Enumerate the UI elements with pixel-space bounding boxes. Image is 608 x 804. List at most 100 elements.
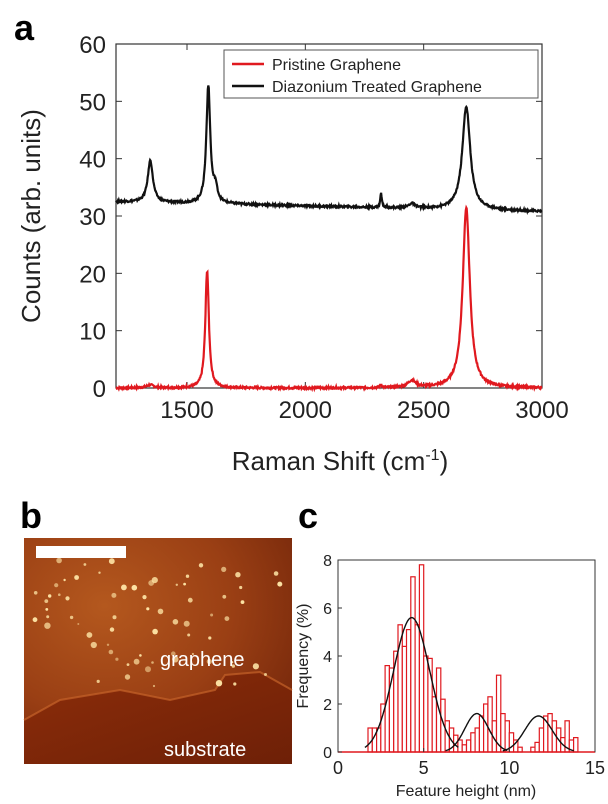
afm-feature	[96, 679, 100, 684]
axis-ticks-a: 1500 2000 2500 3000 0 10 20 30 40 50 60	[79, 32, 568, 424]
afm-feature	[187, 597, 193, 603]
x-axis-label-a-sup: -1	[425, 447, 439, 464]
afm-feature	[83, 563, 87, 566]
afm-feature	[133, 658, 140, 665]
series-lines-a	[115, 85, 543, 393]
afm-feature	[151, 661, 154, 664]
afm-feature	[171, 651, 176, 656]
series-line-pristine	[115, 204, 543, 393]
afm-feature	[157, 608, 164, 615]
afm-feature	[131, 584, 138, 591]
histogram-bar	[465, 739, 472, 753]
afm-feature	[32, 617, 38, 623]
afm-feature	[172, 619, 179, 625]
legend-a: Pristine Graphene Diazonium Treated Grap…	[223, 49, 539, 99]
afm-feature	[139, 654, 142, 657]
afm-feature	[198, 563, 204, 568]
afm-feature	[252, 663, 259, 670]
afm-feature	[224, 616, 230, 621]
histogram-bar	[572, 736, 579, 753]
afm-feature	[108, 649, 114, 655]
afm-feature	[277, 581, 283, 587]
afm-feature	[235, 572, 241, 578]
afm-feature	[33, 591, 38, 595]
x-tick-label-c: 15	[585, 758, 605, 778]
afm-feature	[264, 673, 267, 676]
afm-feature	[231, 664, 235, 668]
afm-feature	[44, 599, 49, 603]
afm-feature	[172, 656, 179, 663]
afm-feature	[152, 684, 156, 688]
histogram-bar	[414, 624, 421, 753]
afm-feature	[126, 663, 130, 666]
afm-feature	[215, 680, 223, 687]
histogram-bar	[534, 741, 540, 753]
histogram-bar	[405, 628, 412, 753]
x-axis-label-a-close: )	[440, 446, 449, 476]
histogram-bar	[538, 727, 545, 753]
afm-feature	[142, 595, 147, 600]
afm-label-graphene: graphene	[160, 649, 245, 671]
afm-feature	[240, 600, 245, 604]
y-tick-label-a: 10	[79, 319, 106, 346]
afm-feature	[44, 622, 51, 629]
afm-feature	[222, 594, 227, 599]
afm-edge	[23, 670, 293, 721]
afm-feature	[152, 628, 158, 635]
afm-feature	[108, 558, 115, 565]
x-tick-label-a: 1500	[160, 397, 213, 424]
afm-feature	[111, 592, 117, 598]
afm-feature	[191, 652, 194, 656]
y-tick-label-a: 50	[79, 89, 106, 116]
x-tick-label-a: 2500	[397, 397, 450, 424]
histogram-bar	[431, 696, 438, 753]
y-tick-label-c: 6	[323, 601, 332, 618]
y-tick-label-a: 60	[79, 32, 106, 59]
afm-feature	[239, 585, 243, 590]
afm-feature	[65, 596, 70, 601]
afm-feature	[58, 593, 61, 596]
afm-feature	[206, 658, 212, 665]
plot-frame-a	[115, 43, 543, 389]
histogram-bar	[474, 727, 481, 753]
y-tick-label-a: 20	[79, 261, 106, 288]
y-tick-label-c: 4	[323, 649, 332, 666]
afm-image: graphene substrate	[23, 538, 293, 764]
afm-feature	[45, 608, 49, 611]
histogram-bar	[461, 744, 468, 753]
fit-curve-0	[364, 616, 459, 748]
afm-features	[32, 557, 283, 688]
afm-feature	[74, 575, 79, 580]
afm-feature	[145, 666, 151, 673]
afm-feature	[208, 636, 212, 640]
histogram-bar	[547, 712, 553, 753]
afm-feature	[273, 571, 279, 576]
histogram-bar	[410, 576, 416, 753]
y-tick-label-c: 8	[323, 553, 332, 570]
y-tick-label-c: 2	[323, 697, 332, 714]
afm-feature	[175, 583, 178, 586]
histogram-bar	[418, 564, 425, 753]
raman-spectrum-chart: 1500 2000 2500 3000 0 10 20 30 40 50 60 Counts (ar…	[16, 32, 569, 476]
series-line-diazonium	[115, 85, 543, 216]
scale-bar	[36, 546, 126, 558]
histogram-bar	[483, 703, 489, 753]
afm-feature	[77, 623, 80, 625]
afm-feature	[98, 571, 101, 574]
x-tick-label-c: 5	[419, 758, 429, 778]
x-axis-label-a-main: Raman Shift (cm	[232, 446, 426, 476]
x-tick-label-a: 2000	[279, 397, 332, 424]
histogram-bar	[470, 732, 476, 753]
panel-label-a: a	[14, 7, 35, 48]
afm-feature	[109, 627, 115, 632]
afm-feature	[112, 615, 117, 620]
axis-ticks-c: 0 5 10 15 0 2 4 6 8	[323, 553, 605, 778]
legend-label-pristine: Pristine Graphene	[272, 57, 401, 74]
x-tick-label-a: 3000	[515, 397, 568, 424]
afm-feature	[146, 607, 150, 611]
fit-curve-1	[445, 712, 508, 752]
afm-feature	[183, 582, 187, 586]
height-histogram-chart: 0 5 10 15 0 2 4 6 8 Feature height (nm) Frequenc…	[295, 553, 605, 800]
y-axis-label-a: Counts (arb. units)	[16, 109, 46, 323]
